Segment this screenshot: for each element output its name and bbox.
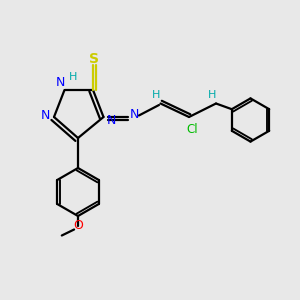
Text: N: N (56, 76, 66, 89)
Text: H: H (68, 72, 77, 82)
Text: N: N (106, 113, 116, 127)
Text: Cl: Cl (186, 123, 198, 136)
Text: N: N (40, 109, 50, 122)
Text: N: N (130, 108, 139, 121)
Text: S: S (89, 52, 100, 66)
Text: O: O (73, 219, 83, 232)
Text: H: H (152, 89, 160, 100)
Text: H: H (208, 89, 217, 100)
